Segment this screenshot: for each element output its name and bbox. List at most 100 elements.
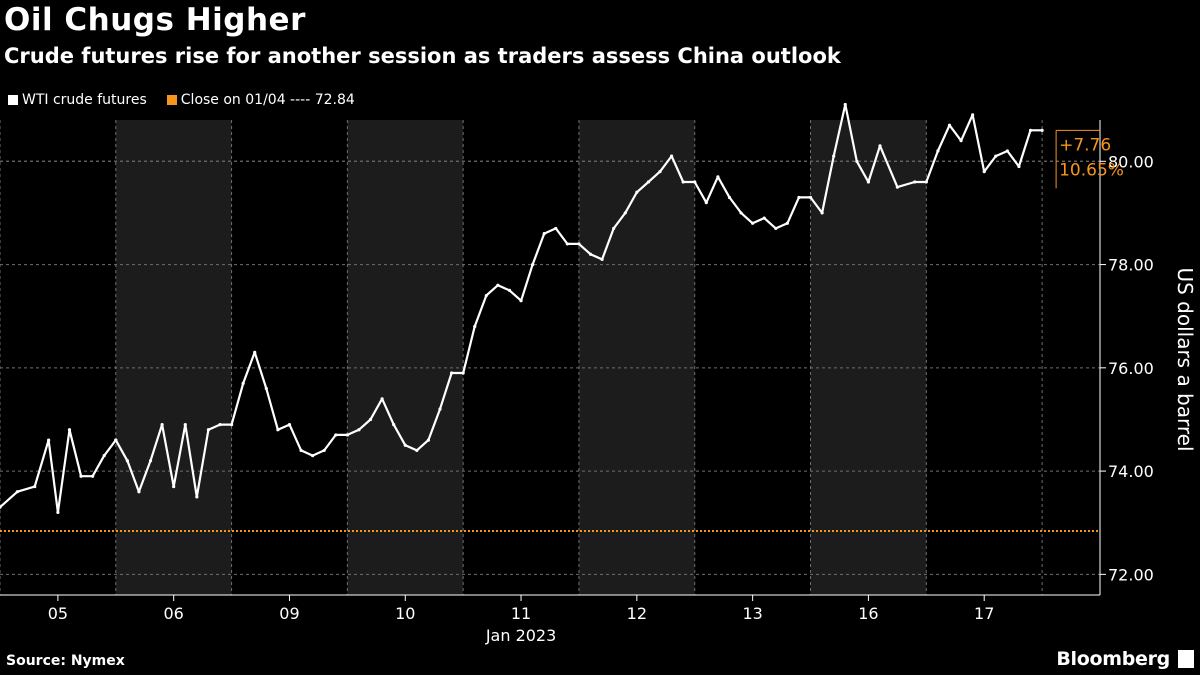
- series-point-55: [635, 190, 639, 194]
- x-tick-label-05: 05: [48, 604, 68, 623]
- series-point-24: [276, 428, 280, 432]
- change-percent-label: 10.65%: [1059, 160, 1124, 180]
- series-point-48: [554, 226, 558, 231]
- series-point-53: [612, 226, 616, 231]
- series-point-0: [0, 505, 2, 509]
- series-line-0-0: [0, 428, 117, 514]
- series-point-83: [971, 113, 975, 117]
- series-point-65: [751, 221, 755, 225]
- series-point-16: [183, 423, 187, 427]
- y-tick-label-1: 74.00: [1108, 462, 1154, 481]
- x-tick-label-16: 16: [858, 604, 878, 623]
- series-point-22: [253, 350, 257, 354]
- legend: WTI crude futures Close on 01/04 ---- 72…: [8, 92, 355, 108]
- y-tick-label-4: 80.00: [1108, 152, 1154, 171]
- series-point-3: [47, 438, 51, 442]
- series-point-37: [426, 438, 431, 442]
- brand-logo: Bloomberg: [1056, 648, 1170, 670]
- y-tick-label-2: 76.00: [1108, 359, 1154, 378]
- series-point-38: [438, 407, 442, 411]
- series-point-29: [334, 433, 338, 437]
- series-point-84: [982, 170, 986, 174]
- series-point-34: [392, 423, 396, 427]
- series-point-28: [322, 448, 326, 453]
- series-point-73: [843, 102, 847, 107]
- session-band-16: [810, 120, 927, 595]
- series-point-40: [461, 371, 465, 375]
- series-point-7: [91, 474, 95, 478]
- series-point-32: [368, 417, 373, 422]
- series-point-5: [67, 428, 72, 432]
- x-tick-label-09: 09: [279, 604, 299, 623]
- session-band-10: [347, 120, 464, 595]
- series-point-1: [15, 490, 19, 494]
- series-point-77: [895, 185, 899, 189]
- y-tick-label-0: 72.00: [1108, 565, 1154, 584]
- series-point-21: [241, 381, 245, 385]
- brand-icon: [1178, 650, 1194, 668]
- series-point-19: [218, 423, 222, 427]
- series-point-78: [913, 180, 917, 184]
- series-point-72: [832, 154, 836, 158]
- series-point-54: [623, 211, 627, 215]
- series-point-56: [646, 180, 651, 184]
- chart-title: Oil Chugs Higher: [4, 2, 306, 38]
- series-point-64: [739, 211, 743, 215]
- x-tick-label-12: 12: [627, 604, 647, 623]
- series-point-31: [357, 428, 361, 432]
- series-point-74: [855, 159, 859, 163]
- series-point-11: [125, 459, 129, 463]
- series-point-44: [507, 288, 512, 292]
- series-point-13: [148, 459, 153, 463]
- legend-item-series: WTI crude futures: [8, 92, 147, 108]
- series-point-18: [206, 428, 211, 432]
- series-point-68: [785, 221, 789, 225]
- series-point-27: [311, 453, 315, 458]
- x-tick-label-06: 06: [164, 604, 184, 623]
- series-point-50: [577, 242, 581, 246]
- series-point-23: [264, 386, 268, 391]
- series-point-85: [994, 154, 998, 158]
- series-point-67: [774, 226, 778, 231]
- series-point-88: [1028, 128, 1033, 132]
- series-point-86: [1005, 149, 1009, 153]
- series-point-30: [345, 433, 349, 437]
- chart-subtitle: Crude futures rise for another session a…: [4, 44, 841, 68]
- series-point-35: [403, 443, 407, 447]
- series-point-66: [762, 216, 766, 220]
- series-point-6: [79, 474, 83, 478]
- series-point-79: [924, 180, 928, 184]
- series-point-26: [299, 448, 303, 453]
- series-point-70: [808, 195, 813, 200]
- series-point-58: [669, 154, 674, 158]
- y-tick-label-3: 78.00: [1108, 256, 1154, 275]
- series-point-57: [658, 170, 662, 174]
- series-point-87: [1017, 164, 1021, 169]
- series-point-39: [449, 371, 454, 375]
- series-point-10: [114, 438, 118, 442]
- series-point-76: [878, 144, 882, 148]
- series-point-43: [496, 283, 500, 287]
- y-axis-label: US dollars a barrel: [1173, 267, 1197, 451]
- series-point-42: [484, 293, 488, 298]
- series-point-52: [600, 257, 604, 262]
- series-point-82: [959, 139, 963, 143]
- series-point-81: [947, 123, 952, 127]
- series-point-75: [866, 180, 871, 184]
- series-point-80: [936, 149, 940, 153]
- series-line-0-1: [114, 103, 1043, 498]
- series-point-60: [693, 180, 697, 184]
- legend-item-reference: Close on 01/04 ---- 72.84: [166, 92, 355, 108]
- series-point-59: [681, 180, 685, 184]
- series-point-51: [588, 252, 593, 256]
- legend-series-swatch: [8, 95, 18, 105]
- series-point-8: [102, 453, 106, 458]
- x-tick-label-13: 13: [742, 604, 762, 623]
- series-point-69: [797, 195, 801, 200]
- series-point-12: [137, 490, 141, 494]
- series-point-63: [727, 195, 732, 200]
- series-point-61: [704, 201, 708, 205]
- series-point-49: [565, 242, 569, 246]
- x-tick-label-11: 11: [511, 604, 531, 623]
